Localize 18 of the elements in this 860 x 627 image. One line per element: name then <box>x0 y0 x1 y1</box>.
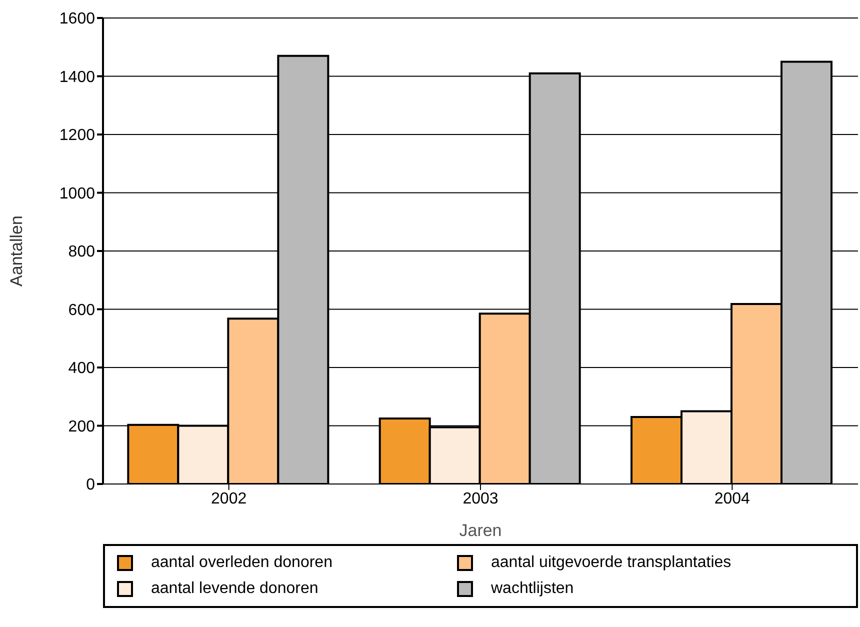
legend-label: aantal uitgevoerde transplantaties <box>491 554 732 572</box>
y-tick-label: 0 <box>86 476 96 494</box>
y-tick-label: 400 <box>68 360 96 378</box>
y-tick-label: 200 <box>68 418 96 436</box>
y-tick-label: 1400 <box>59 68 96 86</box>
y-tick-label: 1200 <box>59 127 96 144</box>
legend-label: wachtlijsten <box>491 580 574 598</box>
x-axis-title: Jaren <box>459 521 502 540</box>
legend-label: aantal levende donoren <box>151 580 318 598</box>
x-tick-label: 2004 <box>714 490 750 508</box>
y-axis-title: Aantallen <box>7 216 26 286</box>
y-tick-label: 1600 <box>59 10 96 28</box>
legend-label: aantal overleden donoren <box>151 554 332 572</box>
x-tick-label: 2002 <box>211 490 247 508</box>
y-tick-label: 600 <box>68 302 96 319</box>
y-tick-label: 800 <box>68 244 96 261</box>
x-tick-label: 2003 <box>462 490 498 508</box>
y-tick-label: 1000 <box>59 185 96 202</box>
